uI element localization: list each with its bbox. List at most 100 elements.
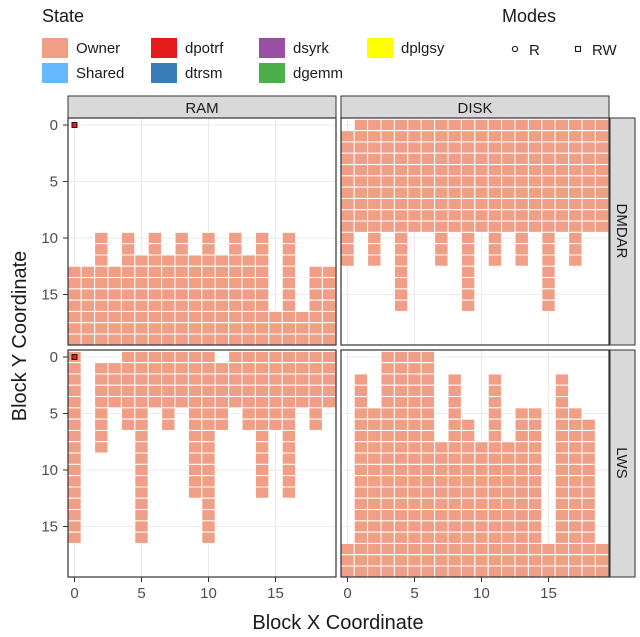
cell-owner xyxy=(353,407,369,420)
cell-owner xyxy=(380,475,395,488)
cell-owner xyxy=(161,384,176,398)
cell-owner xyxy=(353,130,369,143)
cell-owner xyxy=(460,418,476,431)
cell-owner xyxy=(353,542,369,556)
cell-owner xyxy=(367,531,382,544)
cell-owner xyxy=(67,531,82,544)
cell-owner xyxy=(407,350,422,364)
cell-owner xyxy=(281,254,297,267)
cell-owner xyxy=(308,362,323,375)
cell-owner xyxy=(353,164,369,177)
cell-owner xyxy=(367,141,382,154)
cell-owner xyxy=(161,407,176,420)
cell-owner xyxy=(527,186,543,199)
cell-owner xyxy=(254,231,270,245)
cell-owner xyxy=(487,141,503,154)
cell-owner xyxy=(67,429,82,443)
cell-owner xyxy=(434,130,449,143)
cell-owner xyxy=(568,509,583,522)
cell-owner xyxy=(447,554,462,567)
cell-owner xyxy=(434,175,449,188)
cell-owner xyxy=(460,429,476,443)
cell-owner xyxy=(568,441,583,454)
cell-owner xyxy=(527,418,543,431)
cell-owner xyxy=(527,407,543,420)
cell-owner xyxy=(174,396,189,409)
cell-owner xyxy=(514,186,529,199)
cell-owner xyxy=(201,531,216,544)
cell-owner xyxy=(295,396,310,409)
x-tick-label: 5 xyxy=(137,585,145,602)
cell-owner xyxy=(120,243,136,256)
cell-owner xyxy=(420,441,436,454)
cell-owner xyxy=(434,220,449,233)
cell-owner xyxy=(474,497,489,511)
cell-owner xyxy=(487,186,503,199)
cell-owner xyxy=(340,152,355,166)
cell-owner xyxy=(474,118,489,132)
cell-owner xyxy=(321,322,337,335)
cell-owner xyxy=(527,475,543,488)
cell-owner xyxy=(554,209,570,222)
cell-owner xyxy=(147,373,163,386)
cell-owner xyxy=(460,130,476,143)
cell-owner xyxy=(241,288,256,301)
cell-owner xyxy=(380,486,395,499)
cell-owner xyxy=(514,509,529,522)
cell-owner xyxy=(554,452,570,465)
cell-owner xyxy=(254,322,270,335)
cell-owner xyxy=(420,452,436,465)
legend-mode-entries: R RW xyxy=(511,42,618,59)
cell-owner xyxy=(214,396,230,409)
cell-owner xyxy=(67,509,82,522)
cell-owner xyxy=(434,463,449,477)
cell-owner xyxy=(120,277,136,290)
cell-owner xyxy=(134,486,149,499)
cell-owner xyxy=(201,310,216,324)
cell-owner xyxy=(228,254,243,267)
cell-owner xyxy=(80,288,96,301)
cell-owner xyxy=(527,175,543,188)
cell-owner xyxy=(161,288,176,301)
cell-owner xyxy=(514,520,529,533)
cell-owner xyxy=(487,164,503,177)
cell-owner xyxy=(554,520,570,533)
panel-border xyxy=(67,349,337,578)
cell-owner xyxy=(514,141,529,154)
cell-owner xyxy=(420,554,436,567)
cell-owner xyxy=(554,475,570,488)
cell-owner xyxy=(241,322,256,335)
cell-owner xyxy=(420,384,436,398)
cell-owner xyxy=(581,509,596,522)
cell-owner xyxy=(527,486,543,499)
cell-owner xyxy=(434,209,449,222)
cell-owner xyxy=(554,565,570,578)
cell-owner xyxy=(487,463,503,477)
legend-state-entries: Owner Shared dpotrf dtrsm dsyrk dgemm dplgsy xyxy=(42,38,445,83)
cell-owner xyxy=(568,429,583,443)
cell-owner xyxy=(353,220,369,233)
cell-owner xyxy=(474,441,489,454)
cell-owner xyxy=(568,542,583,556)
cell-owner xyxy=(541,299,556,312)
cell-owner xyxy=(281,243,297,256)
y-tick-label: 5 xyxy=(50,174,58,191)
cell-owner xyxy=(407,186,422,199)
cell-owner xyxy=(514,197,529,211)
cell-owner xyxy=(393,288,409,301)
cell-owner xyxy=(594,209,610,222)
y-tick-label: 15 xyxy=(41,287,58,304)
cell-owner xyxy=(201,288,216,301)
cell-owner xyxy=(393,299,409,312)
cell-owner xyxy=(254,452,270,465)
cell-owner xyxy=(174,362,189,375)
cell-owner xyxy=(541,243,556,256)
cell-owner xyxy=(474,565,489,578)
cell-owner xyxy=(254,362,270,375)
cell-owner xyxy=(94,396,109,409)
cell-owner xyxy=(434,531,449,544)
cell-owner xyxy=(94,299,109,312)
cell-owner xyxy=(187,396,203,409)
cell-owner xyxy=(241,299,256,312)
cell-owner xyxy=(501,118,516,132)
